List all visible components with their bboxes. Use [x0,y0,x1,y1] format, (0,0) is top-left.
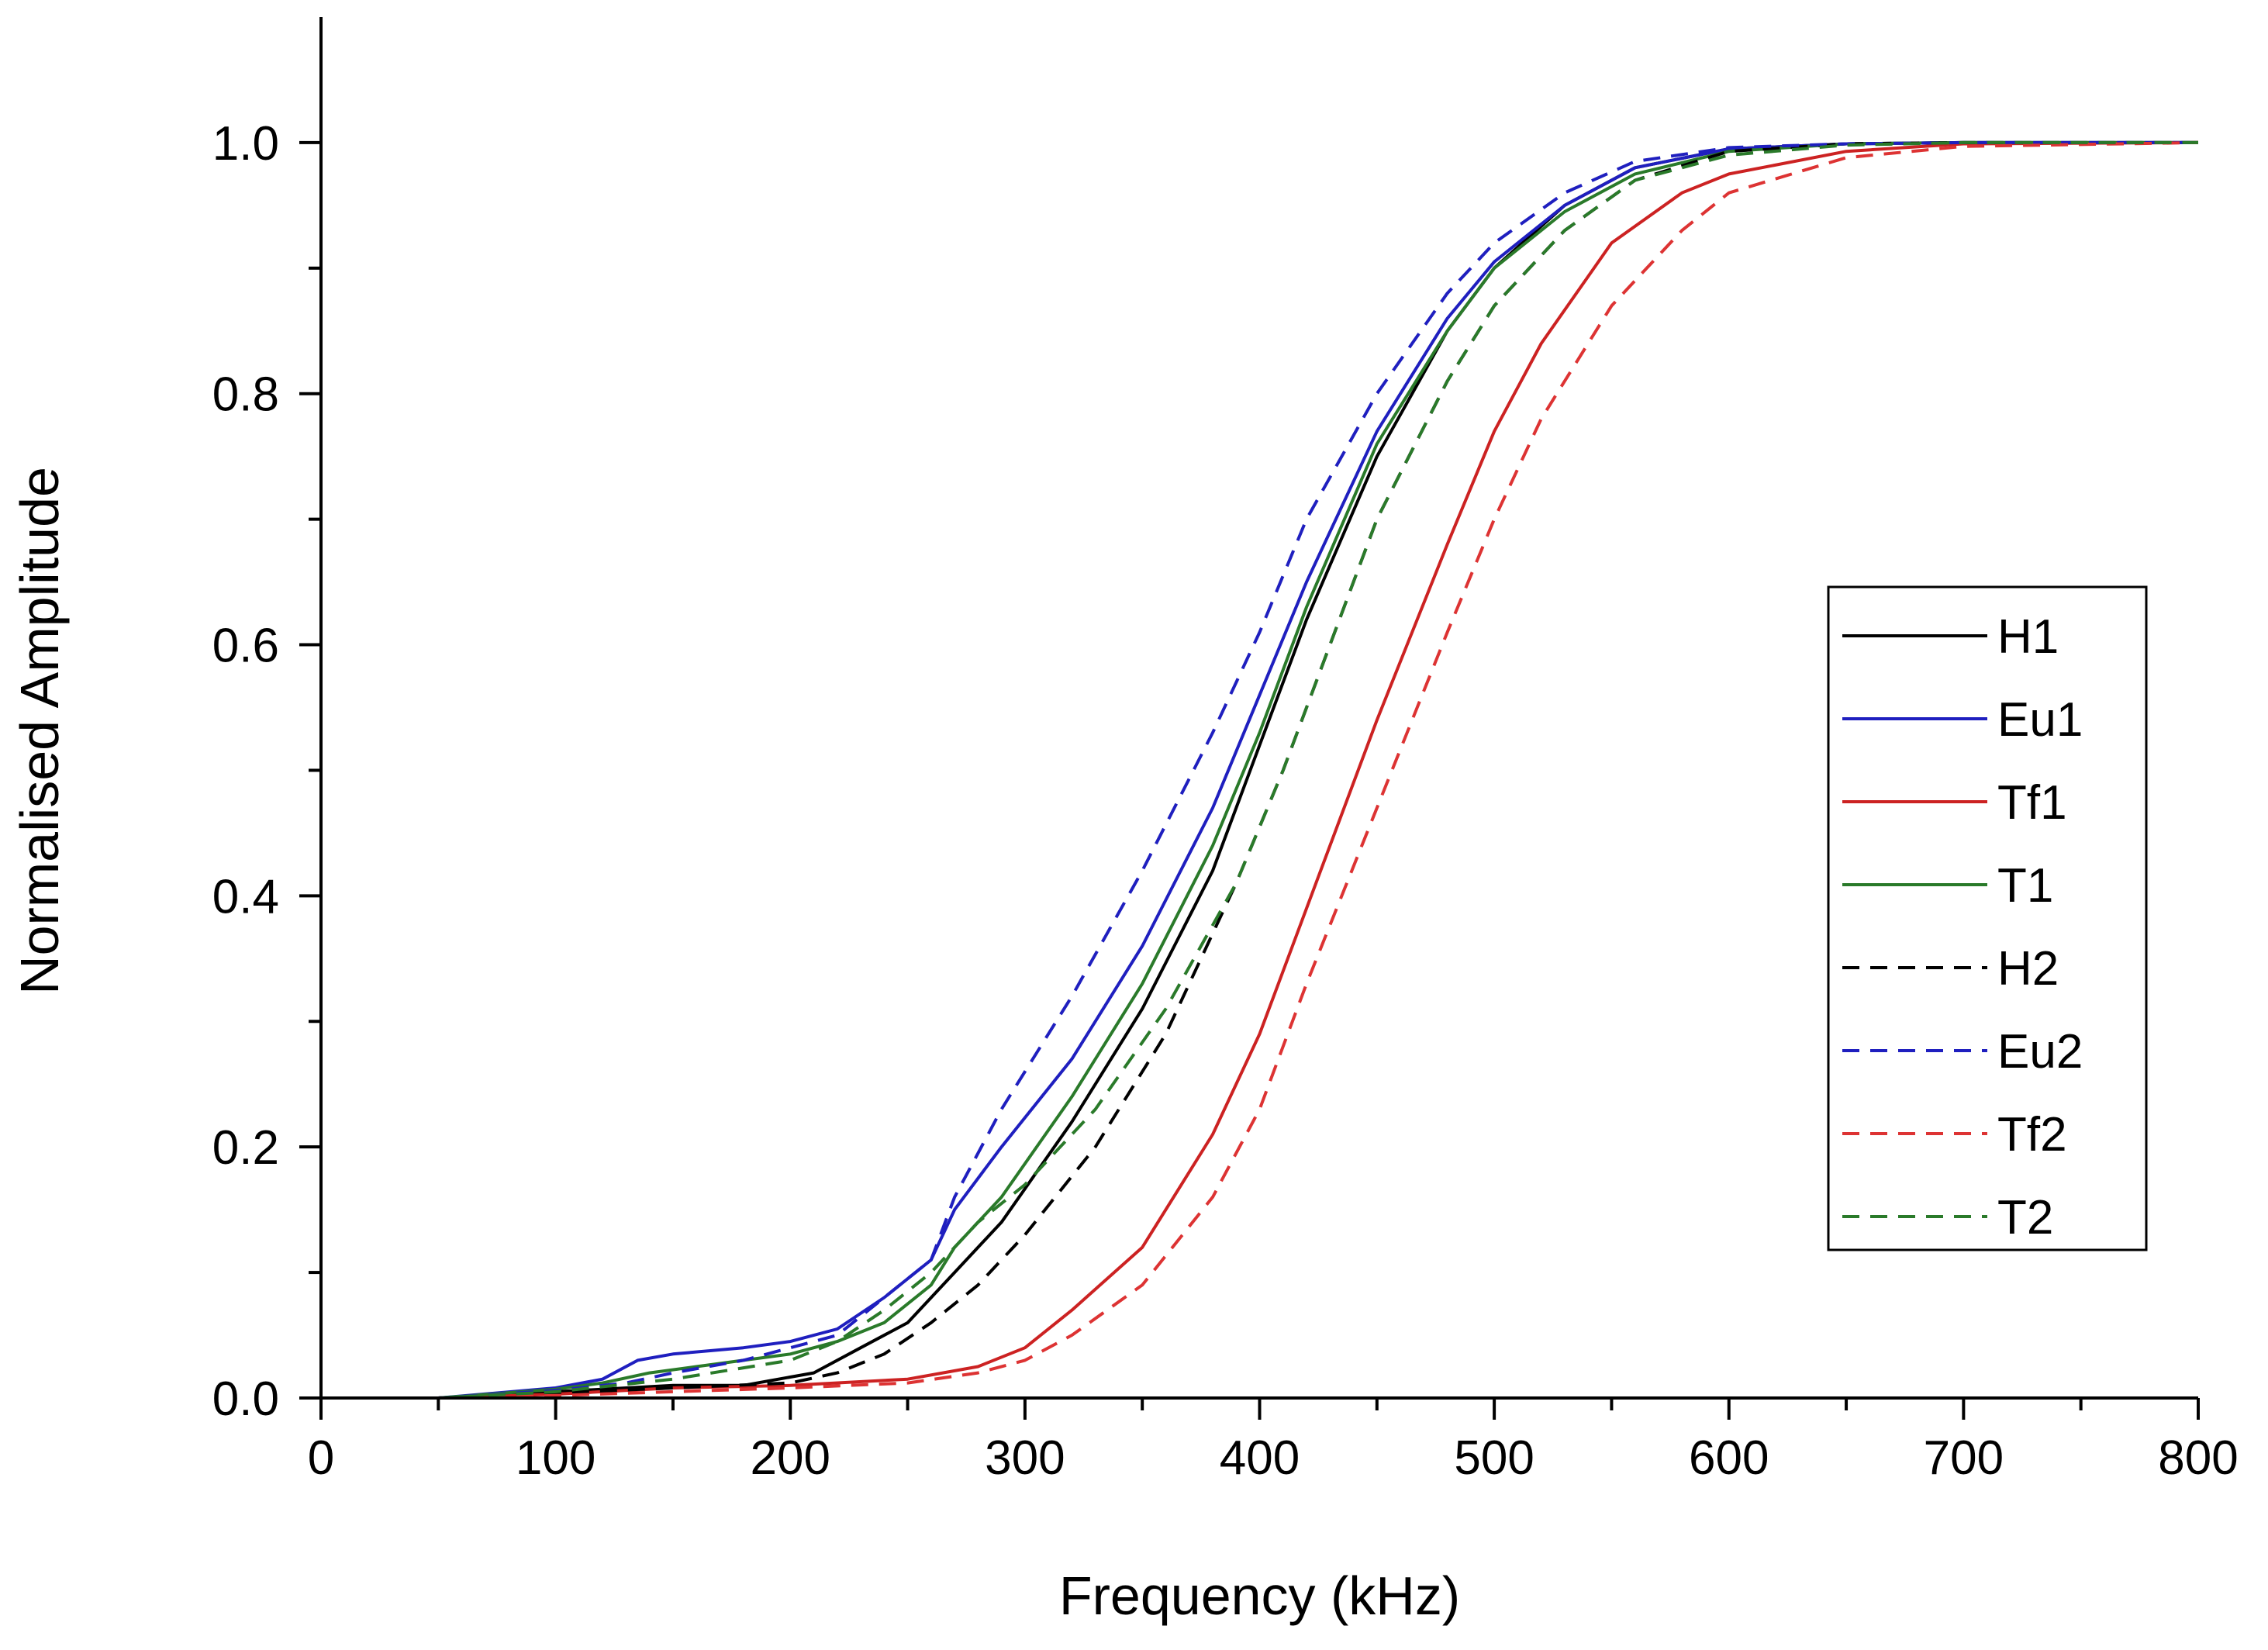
y-tick-label: 0.0 [212,1372,279,1426]
y-axis-ticks: 0.0 0.2 0.4 0.6 0.8 1.0 [212,117,321,1426]
y-tick-label: 0.8 [212,368,279,422]
series-line-h2 [321,140,2198,1400]
x-axis-ticks: 0 100 200 300 400 500 600 700 800 [308,1398,2239,1485]
x-tick-label: 100 [516,1431,595,1485]
legend-label-h2: H2 [1997,942,2059,996]
x-tick-label: 300 [985,1431,1065,1485]
y-axis-title: Normalised Amplitude [9,467,70,995]
legend-label-t2: T2 [1997,1191,2053,1244]
series-line-eu1 [321,140,2198,1400]
legend-box [1827,585,2148,1251]
legend-label-tf1: Tf1 [1997,776,2067,830]
y-tick-label: 1.0 [212,117,279,171]
series-line-t1 [321,140,2198,1400]
x-tick-label: 200 [751,1431,830,1485]
y-tick-label: 0.2 [212,1121,279,1175]
legend-label-t1: T1 [1997,859,2053,913]
x-tick-label: 400 [1220,1431,1300,1485]
x-tick-label: 500 [1454,1431,1534,1485]
legend-label-eu1: Eu1 [1997,693,2083,747]
x-tick-label: 700 [1924,1431,2004,1485]
plot-lines [321,140,2199,1400]
legend: H1 Eu1 Tf1 T1 H2 Eu2 Tf2 T2 [1827,585,2148,1251]
x-tick-label: 0 [308,1431,334,1485]
series-line-t2 [321,140,2198,1400]
legend-label-tf2: Tf2 [1997,1108,2067,1162]
y-tick-label: 0.6 [212,620,279,673]
x-tick-label: 800 [2158,1431,2238,1485]
y-tick-label: 0.4 [212,870,279,923]
series-line-tf2 [321,140,2199,1400]
x-tick-label: 600 [1689,1431,1769,1485]
legend-label-eu2: Eu2 [1997,1025,2083,1079]
legend-label-h1: H1 [1997,610,2059,664]
series-line-tf1 [321,140,2199,1400]
x-axis-title: Frequency (kHz) [1059,1565,1460,1626]
series-line-eu2 [321,140,2198,1400]
